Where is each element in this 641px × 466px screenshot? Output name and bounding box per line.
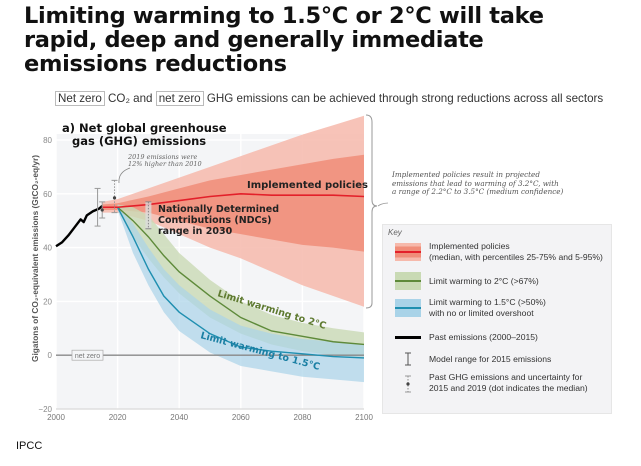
y-tick-label: 0 [48, 351, 53, 360]
legend-item-model-range: Model range for 2015 emissions [395, 350, 551, 368]
legend-label: with no or limited overshoot [429, 307, 534, 318]
one-five-median-line [116, 206, 365, 359]
i-beam-icon [395, 350, 421, 368]
legend-item-1-5c: Limit warming to 1.5°C (>50%) with no or … [395, 297, 546, 318]
net-zero-label: net zero [75, 353, 100, 360]
legend-label: Implemented policies [429, 241, 510, 251]
bracket-pointer [377, 202, 389, 207]
subtitle-text: GHG emissions can be achieved through st… [203, 92, 604, 105]
blue-band-swatch [395, 298, 421, 317]
source-credit: IPCC [16, 440, 43, 452]
ndc-label: range in 2030 [158, 226, 233, 237]
green-band-swatch [395, 272, 421, 290]
x-tick-label: 2040 [170, 413, 188, 422]
note-line: a range of 2.2°C to 3.5°C (medium confid… [392, 187, 564, 196]
x-tick-label: 2100 [355, 413, 373, 422]
net-zero-box: Net zero [55, 91, 105, 106]
note-line: Implemented policies result in projected [392, 170, 540, 179]
x-tick-label: 2000 [47, 413, 65, 422]
y-axis-label: Gigatons of CO₂-equivalent emissions (Gt… [30, 155, 40, 362]
y-tick-label: 60 [43, 190, 52, 199]
two-c-median-line [117, 206, 365, 346]
error-bar-median-dot [112, 196, 117, 200]
note-line: emissions that lead to warming of 3.2°C,… [392, 178, 559, 188]
chart-legend: Key Implemented policies (median, with pe… [382, 224, 612, 414]
net-zero-box: net zero [155, 91, 204, 106]
legend-item-implemented: Implemented policies (median, with percen… [395, 241, 603, 262]
chart-title: gas (GHG) emissions [72, 134, 206, 148]
title-line: Limiting warming to 1.5°C or 2°C will ta… [24, 3, 544, 29]
annotation-2019: 12% higher than 2010 [128, 160, 202, 168]
legend-label: Model range for 2015 emissions [429, 353, 552, 364]
y-tick-label: 20 [43, 297, 52, 306]
legend-label: Limit warming to 2°C (>67%) [429, 275, 539, 286]
series-lines: net zero [55, 192, 365, 361]
subtitle-text: CO₂ and [104, 92, 156, 105]
projection-note: Implemented policies result in projected… [392, 170, 564, 197]
black-line-swatch [395, 328, 421, 346]
implemented-policies-median-line [102, 192, 365, 209]
y-tick-label: 40 [43, 244, 52, 253]
legend-label: Past emissions (2000–2015) [429, 331, 538, 342]
legend-label: Limit warming to 1.5°C (>50%) [429, 297, 546, 307]
chart-title: a) Net global greenhouse [62, 121, 227, 135]
legend-label: 2015 and 2019 (dot indicates the median) [429, 382, 588, 393]
annotation-2019: 2019 emissions were [127, 153, 197, 161]
emissions-chart: 2000 2020 2040 2060 2080 2100 80 60 40 20 0 −20 net… [30, 114, 389, 422]
title-line: emissions reductions [24, 51, 287, 77]
ndc-label: Contributions (NDCs) [158, 215, 272, 226]
x-tick-label: 2020 [109, 413, 127, 422]
legend-label: (median, with percentiles 25-75% and 5-9… [429, 251, 603, 262]
error-bar-median-dot [100, 208, 104, 212]
y-tick-label: −20 [38, 405, 52, 414]
title-line: rapid, deep and generally immediate [24, 27, 484, 53]
past-emissions-line [55, 205, 103, 248]
dotted-error-bar-icon [395, 374, 421, 392]
chart-subtitle: Net zero CO₂ and net zero GHG emissions … [55, 91, 615, 106]
implemented-policies-label: Implemented policies [247, 180, 368, 191]
net-zero-box [71, 349, 104, 361]
ndc-label: Nationally Determined [158, 204, 279, 215]
red-band-swatch [395, 242, 421, 261]
legend-item-past: Past emissions (2000–2015) [395, 328, 538, 346]
x-tick-label: 2060 [232, 413, 250, 422]
error-bars [94, 179, 152, 230]
annotation-arrow [118, 167, 131, 184]
y-tick-label: 80 [43, 136, 52, 145]
legend-item-past-uncertainty: Past GHG emissions and uncertainty for 20… [395, 372, 588, 393]
legend-item-2c: Limit warming to 2°C (>67%) [395, 272, 539, 290]
implemented-policies-band-25-75 [102, 154, 364, 252]
legend-label: Past GHG emissions and uncertainty for [429, 372, 583, 382]
x-tick-label: 2080 [294, 413, 312, 422]
legend-title: Key [388, 228, 402, 237]
bracket-icon [365, 114, 378, 309]
slide-title: Limiting warming to 1.5°C or 2°C will ta… [24, 4, 634, 76]
